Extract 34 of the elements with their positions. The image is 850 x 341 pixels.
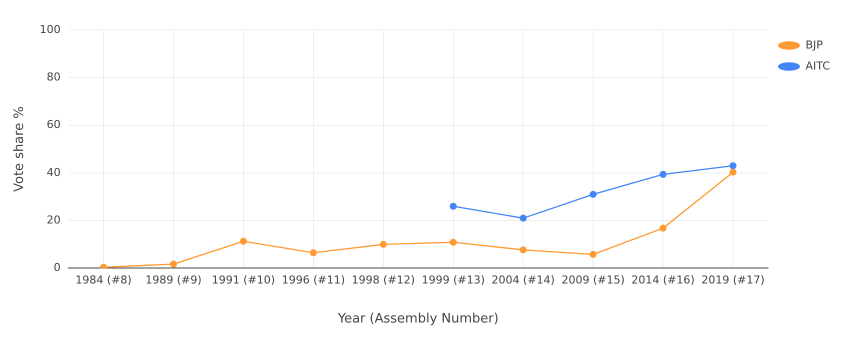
x-tick-label: 1996 (#11) [282,274,346,287]
point [660,224,667,232]
point [310,249,317,256]
y-tick-label: 40 [46,166,61,179]
point [660,170,667,178]
x-tick-label: 1991 (#10) [212,274,276,287]
point [240,238,247,245]
point [450,202,457,210]
point [520,246,527,254]
point [520,214,527,222]
x-tick-label: 1989 (#9) [145,274,202,287]
point [730,168,737,176]
point [450,238,457,246]
x-tick-label: 1984 (#8) [75,274,132,287]
point [380,240,387,248]
y-tick-label: 60 [46,118,61,132]
legend-label: BJP [805,38,824,52]
x-tick-label: 2004 (#14) [492,274,555,287]
y-tick-label: 0 [54,261,61,274]
y-tick-label: 20 [46,213,61,226]
point [590,190,597,198]
y-axis-title: Vote share % [12,106,28,192]
point [170,260,178,268]
x-tick-label: 1998 (#12) [352,274,415,287]
legend-label: AITC [805,59,830,72]
x-tick-label: 2009 (#15) [561,274,625,287]
x-tick-label: 2019 (#17) [701,274,765,287]
x-axis-title: Year (Assembly Number) [336,312,499,327]
x-tick-label: 2014 (#16) [631,274,695,287]
point [590,250,597,258]
y-tick-label: 100 [40,22,61,36]
x-tick-label: 1999 (#13) [422,274,485,287]
point [730,162,737,170]
y-tick-label: 80 [46,70,61,84]
